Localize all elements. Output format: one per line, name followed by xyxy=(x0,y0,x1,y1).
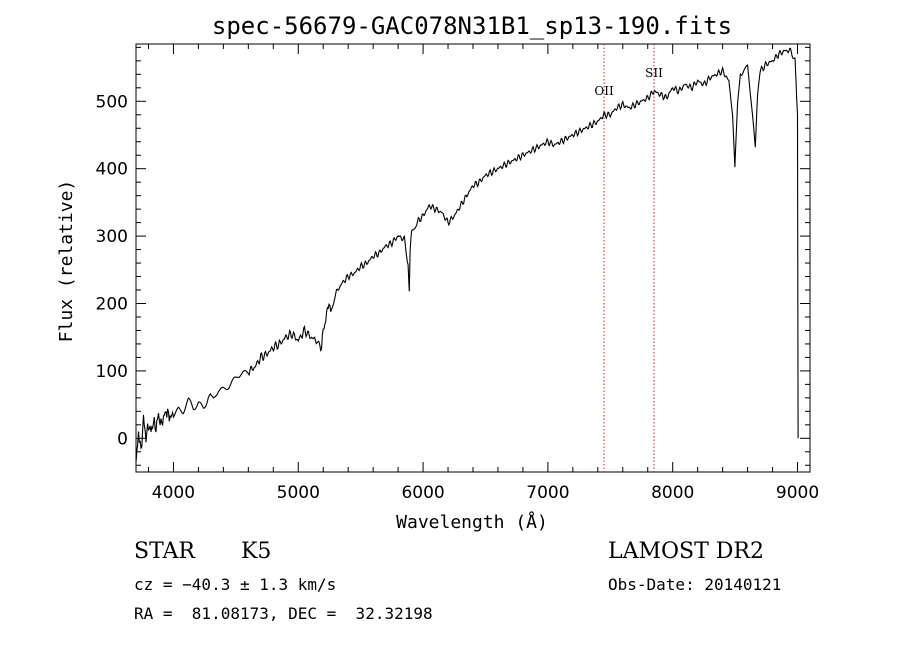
spectrum-line xyxy=(135,47,799,463)
y-tick-label: 400 xyxy=(96,160,128,180)
emission-line-label: SII xyxy=(645,66,663,80)
y-tick-label: 0 xyxy=(117,429,128,449)
emission-line-label: OII xyxy=(594,84,614,98)
x-tick-label: 7000 xyxy=(526,483,569,503)
object-subclass: K5 xyxy=(241,539,272,564)
y-axis-label: Flux (relative) xyxy=(56,180,77,343)
x-tick-label: 8000 xyxy=(651,483,694,503)
x-tick-label: 9000 xyxy=(776,483,819,503)
x-tick-label: 4000 xyxy=(152,483,195,503)
redshift-cz: cz = −40.3 ± 1.3 km/s xyxy=(134,575,337,594)
plot-frame xyxy=(135,43,811,473)
survey-name: LAMOST DR2 xyxy=(608,539,764,564)
coordinates: RA = 81.08173, DEC = 32.32198 xyxy=(134,604,433,623)
y-tick-label: 500 xyxy=(96,92,128,112)
x-axis-label: Wavelength (Å) xyxy=(396,511,548,533)
object-type: STAR xyxy=(134,539,195,564)
y-tick-label: 300 xyxy=(96,227,128,247)
y-axis: 0 100 200 300 400 500 xyxy=(96,46,810,466)
x-axis: 4000 5000 6000 7000 8000 9000 xyxy=(147,44,819,503)
y-tick-label: 200 xyxy=(96,294,128,314)
spectrum-series xyxy=(135,47,799,463)
x-tick-label: 6000 xyxy=(401,483,444,503)
plot-border xyxy=(135,43,811,473)
y-tick-label: 100 xyxy=(96,362,128,382)
x-tick-label: 5000 xyxy=(277,483,320,503)
chart-title: spec-56679-GAC078N31B1_sp13-190.fits xyxy=(212,12,732,40)
emission-line-markers: OII SII xyxy=(594,44,663,472)
observation-date: Obs-Date: 20140121 xyxy=(608,575,782,594)
